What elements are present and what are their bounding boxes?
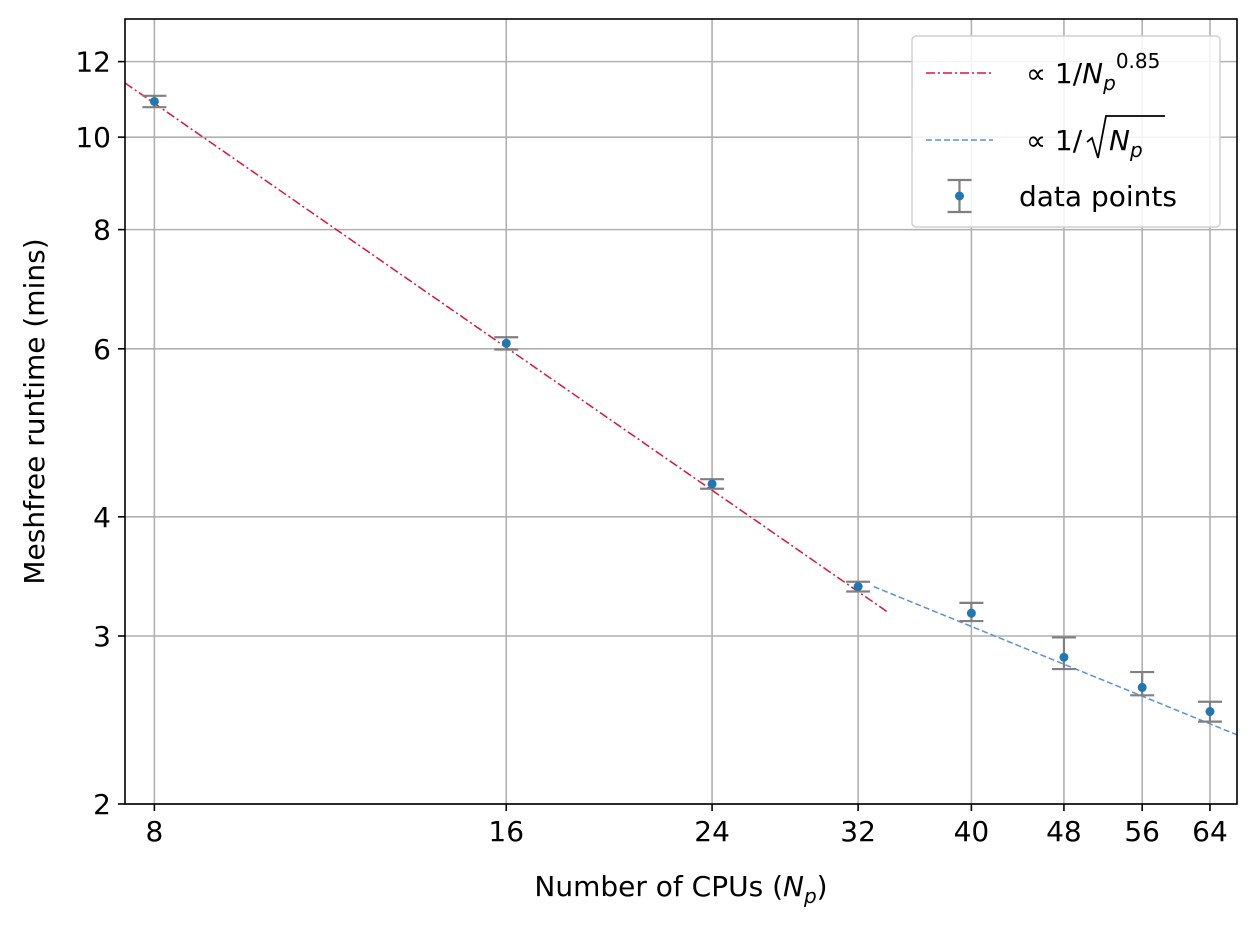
data-marker [853, 582, 863, 592]
legend-sqrt-sub: p [1129, 138, 1143, 162]
data-marker [1205, 707, 1215, 717]
x-tick-label: 8 [145, 815, 163, 848]
axis-ticks: 8 16 24 32 40 48 56 64 2 3 4 6 8 10 12 [75, 46, 1227, 848]
y-tick-label: 10 [75, 121, 111, 154]
legend-label-sqrt: ∝ 1/ [1026, 124, 1083, 157]
y-tick-label: 2 [93, 788, 111, 821]
data-marker [1137, 682, 1147, 692]
data-point [846, 580, 871, 593]
data-point [1051, 636, 1076, 671]
x-axis-label-prefix: Number of CPUs ( [534, 870, 783, 903]
legend-label-power: ∝ 1/Np0.85 [1026, 49, 1160, 95]
data-point [142, 94, 167, 109]
x-axis-label-var: N [783, 870, 804, 903]
data-point [959, 601, 984, 623]
data-point [1130, 670, 1155, 697]
x-tick-label: 64 [1192, 815, 1228, 848]
y-tick-label: 8 [93, 214, 111, 247]
y-tick-label: 3 [93, 620, 111, 653]
legend-power-exp: 0.85 [1116, 49, 1161, 73]
fit-line-sqrt [873, 585, 1237, 736]
y-tick-label: 6 [93, 333, 111, 366]
legend-power-prefix: ∝ 1/ [1026, 57, 1083, 90]
legend-box [911, 35, 1221, 228]
x-axis-label-sub: p [803, 884, 817, 908]
data-marker [501, 338, 511, 348]
legend-sqrt-prefix: ∝ 1/ [1026, 124, 1083, 157]
legend-power-var: N [1082, 57, 1103, 90]
data-marker [1059, 652, 1069, 662]
x-tick-label: 48 [1046, 815, 1082, 848]
legend-sqrt-var: N [1109, 124, 1130, 157]
x-axis-label: Number of CPUs (Np) [534, 870, 827, 908]
x-tick-label: 56 [1124, 815, 1160, 848]
data-marker [149, 96, 159, 106]
x-tick-label: 32 [840, 815, 876, 848]
legend-label-data: data points [1019, 180, 1177, 213]
x-tick-label: 40 [954, 815, 990, 848]
plot-series [125, 82, 1237, 736]
legend-power-sub: p [1102, 71, 1116, 95]
y-axis-label: Meshfree runtime (mins) [18, 238, 51, 584]
data-point [494, 336, 519, 351]
x-axis-label-suffix: ) [817, 870, 828, 903]
plot-frame [124, 18, 1238, 805]
y-tick-label: 12 [75, 46, 111, 79]
x-tick-label: 16 [488, 815, 524, 848]
legend-handle-marker [955, 191, 964, 201]
data-marker [707, 479, 717, 489]
x-tick-label: 24 [694, 815, 730, 848]
y-tick-label: 4 [93, 501, 111, 534]
data-marker [966, 608, 976, 618]
axis-labels: Number of CPUs (Np) Meshfree runtime (min… [18, 238, 828, 908]
sqrt-sign-icon [1086, 115, 1165, 159]
data-point [1197, 700, 1222, 723]
data-point [700, 478, 725, 490]
